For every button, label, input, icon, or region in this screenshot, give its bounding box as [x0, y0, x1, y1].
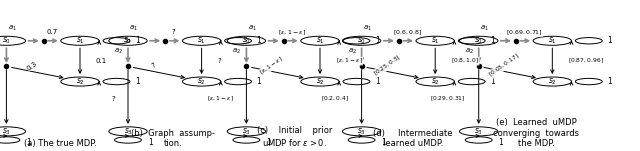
Text: 1: 1: [381, 138, 386, 147]
Text: $[\varepsilon, 1-\varepsilon]$: $[\varepsilon, 1-\varepsilon]$: [259, 55, 285, 77]
Text: 1: 1: [135, 77, 140, 86]
Text: 1: 1: [266, 138, 271, 147]
Text: $a_2$: $a_2$: [348, 47, 356, 56]
Text: 1: 1: [499, 138, 503, 147]
Text: $a_2$: $a_2$: [232, 47, 241, 56]
Text: $s_2$: $s_2$: [76, 76, 84, 87]
Text: $s_1$: $s_1$: [76, 35, 84, 46]
Text: 1: 1: [375, 36, 380, 45]
Text: $[0.87, 0.96]$: $[0.87, 0.96]$: [568, 57, 604, 65]
Text: ?: ?: [111, 96, 115, 102]
Text: $[0.6, 0.8]$: $[0.6, 0.8]$: [393, 28, 422, 37]
Text: $s_2$: $s_2$: [197, 76, 206, 87]
Text: $a_1$: $a_1$: [248, 24, 257, 33]
Text: $[0.69, 0.71]$: $[0.69, 0.71]$: [506, 28, 543, 37]
Text: $s_0$: $s_0$: [2, 35, 11, 46]
Text: ?: ?: [150, 62, 157, 69]
Text: $s_1$: $s_1$: [197, 35, 206, 46]
Text: 1: 1: [257, 36, 261, 45]
Text: $a_1$: $a_1$: [363, 24, 372, 33]
Text: $s_3$: $s_3$: [2, 126, 11, 137]
Text: $[0.2, 0.4]$: $[0.2, 0.4]$: [321, 95, 349, 103]
Text: $s_1$: $s_1$: [316, 35, 324, 46]
Text: 0.1: 0.1: [96, 58, 108, 64]
Text: $[\varepsilon, 1-\varepsilon]$: $[\varepsilon, 1-\varepsilon]$: [207, 95, 234, 103]
Text: $s_0$: $s_0$: [124, 35, 132, 46]
Text: $s_2$: $s_2$: [316, 76, 324, 87]
Text: $a_2$: $a_2$: [465, 47, 474, 56]
Text: $s_3$: $s_3$: [474, 126, 483, 137]
Text: $a_2$: $a_2$: [114, 47, 123, 56]
Text: $s_1$: $s_1$: [548, 35, 557, 46]
Text: 1: 1: [26, 138, 31, 147]
Text: 1: 1: [490, 36, 495, 45]
Text: (b)  Graph  assump-
tion.: (b) Graph assump- tion.: [131, 129, 215, 148]
Text: $s_0$: $s_0$: [242, 35, 251, 46]
Text: ?: ?: [172, 29, 175, 35]
Text: (a) The true MDP.: (a) The true MDP.: [24, 139, 97, 148]
Text: ?: ?: [218, 58, 221, 64]
Text: $a_1$: $a_1$: [8, 24, 17, 33]
Text: $[0.05, 0.17]$: $[0.05, 0.17]$: [487, 52, 522, 79]
Text: (e)  Learned  uMDP
converging  towards
the MDP.: (e) Learned uMDP converging towards the …: [493, 118, 579, 148]
Text: $s_2$: $s_2$: [548, 76, 557, 87]
Text: 1: 1: [490, 77, 495, 86]
Text: (d)     Intermediate
learned uMDP.: (d) Intermediate learned uMDP.: [373, 129, 452, 148]
Text: $a_2$: $a_2$: [0, 47, 1, 56]
Text: 1: 1: [257, 77, 261, 86]
Text: 0.3: 0.3: [26, 60, 38, 71]
Text: 1: 1: [375, 77, 380, 86]
Text: $s_0$: $s_0$: [474, 35, 483, 46]
Text: 1: 1: [607, 36, 612, 45]
Text: $s_3$: $s_3$: [357, 126, 366, 137]
Text: $[0.29, 0.31]$: $[0.29, 0.31]$: [431, 95, 466, 103]
Text: $s_0$: $s_0$: [357, 35, 366, 46]
Text: 1: 1: [135, 36, 140, 45]
Text: $[0.8, 1.0]$: $[0.8, 1.0]$: [451, 57, 479, 65]
Text: $a_1$: $a_1$: [480, 24, 489, 33]
Text: $s_2$: $s_2$: [431, 76, 440, 87]
Text: $[\varepsilon, 1-\varepsilon]$: $[\varepsilon, 1-\varepsilon]$: [336, 57, 363, 65]
Text: 1: 1: [607, 77, 612, 86]
Text: $[\varepsilon, 1-\varepsilon]$: $[\varepsilon, 1-\varepsilon]$: [278, 28, 306, 37]
Text: $s_3$: $s_3$: [124, 126, 132, 137]
Text: $s_1$: $s_1$: [431, 35, 440, 46]
Text: (c)    Initial    prior
uMDP for $\varepsilon > 0$.: (c) Initial prior uMDP for $\varepsilon …: [257, 126, 332, 148]
Text: $a_1$: $a_1$: [129, 24, 138, 33]
Text: 1: 1: [148, 138, 152, 147]
Text: 0.7: 0.7: [47, 29, 58, 35]
Text: $s_3$: $s_3$: [242, 126, 251, 137]
Text: $[0.25, 0.5]$: $[0.25, 0.5]$: [372, 53, 403, 78]
